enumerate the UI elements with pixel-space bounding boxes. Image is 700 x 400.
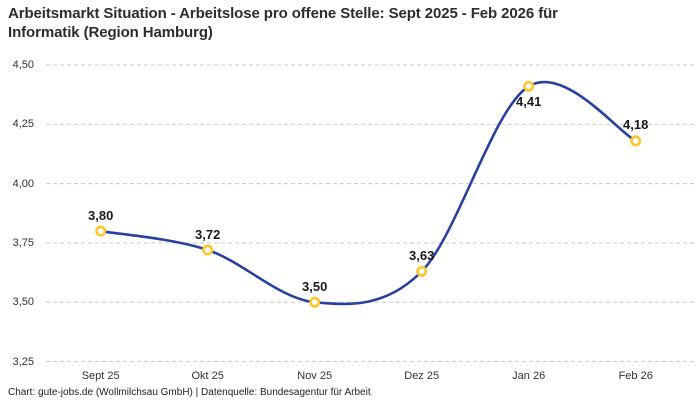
x-axis-tick-label: Dez 25 bbox=[404, 370, 440, 382]
x-axis-tick-label: Sept 25 bbox=[81, 370, 120, 382]
y-axis-tick-label: 3,25 bbox=[12, 355, 34, 368]
data-point-value-label: 3,80 bbox=[88, 207, 114, 223]
y-axis-tick-label: 4,25 bbox=[12, 118, 34, 131]
data-point-marker bbox=[523, 80, 535, 92]
y-axis-tick-label: 3,75 bbox=[12, 236, 34, 249]
data-point-marker bbox=[202, 244, 214, 256]
chart-title: Arbeitsmarkt Situation - Arbeitslose pro… bbox=[8, 4, 558, 42]
y-axis-tick-label: 4,00 bbox=[12, 177, 34, 190]
x-axis-tick-label: Nov 25 bbox=[297, 370, 333, 382]
chart-title-line2: Informatik (Region Hamburg) bbox=[8, 24, 213, 41]
data-point-value-label: 4,18 bbox=[623, 117, 649, 133]
data-point-value-label: 3,63 bbox=[409, 247, 435, 263]
data-point-marker bbox=[416, 265, 428, 277]
x-axis-tick-label: Jan 26 bbox=[512, 370, 546, 382]
data-point-value-label: 3,50 bbox=[302, 278, 328, 294]
x-axis-tick-label: Okt 25 bbox=[191, 370, 224, 382]
chart-attribution: Chart: gute-jobs.de (Wollmilchsau GmbH) … bbox=[8, 387, 371, 398]
x-axis-tick-label: Feb 26 bbox=[618, 370, 653, 382]
y-axis-tick-label: 4,50 bbox=[12, 59, 34, 71]
data-point-marker bbox=[309, 296, 321, 308]
chart-title-line1: Arbeitsmarkt Situation - Arbeitslose pro… bbox=[8, 5, 558, 22]
data-point-marker bbox=[630, 135, 642, 147]
trend-line bbox=[99, 80, 637, 306]
data-point-value-label: 3,72 bbox=[195, 226, 221, 242]
data-point-value-label: 4,41 bbox=[516, 93, 542, 109]
data-point-marker bbox=[95, 225, 107, 237]
y-axis-tick-label: 3,50 bbox=[12, 296, 34, 309]
